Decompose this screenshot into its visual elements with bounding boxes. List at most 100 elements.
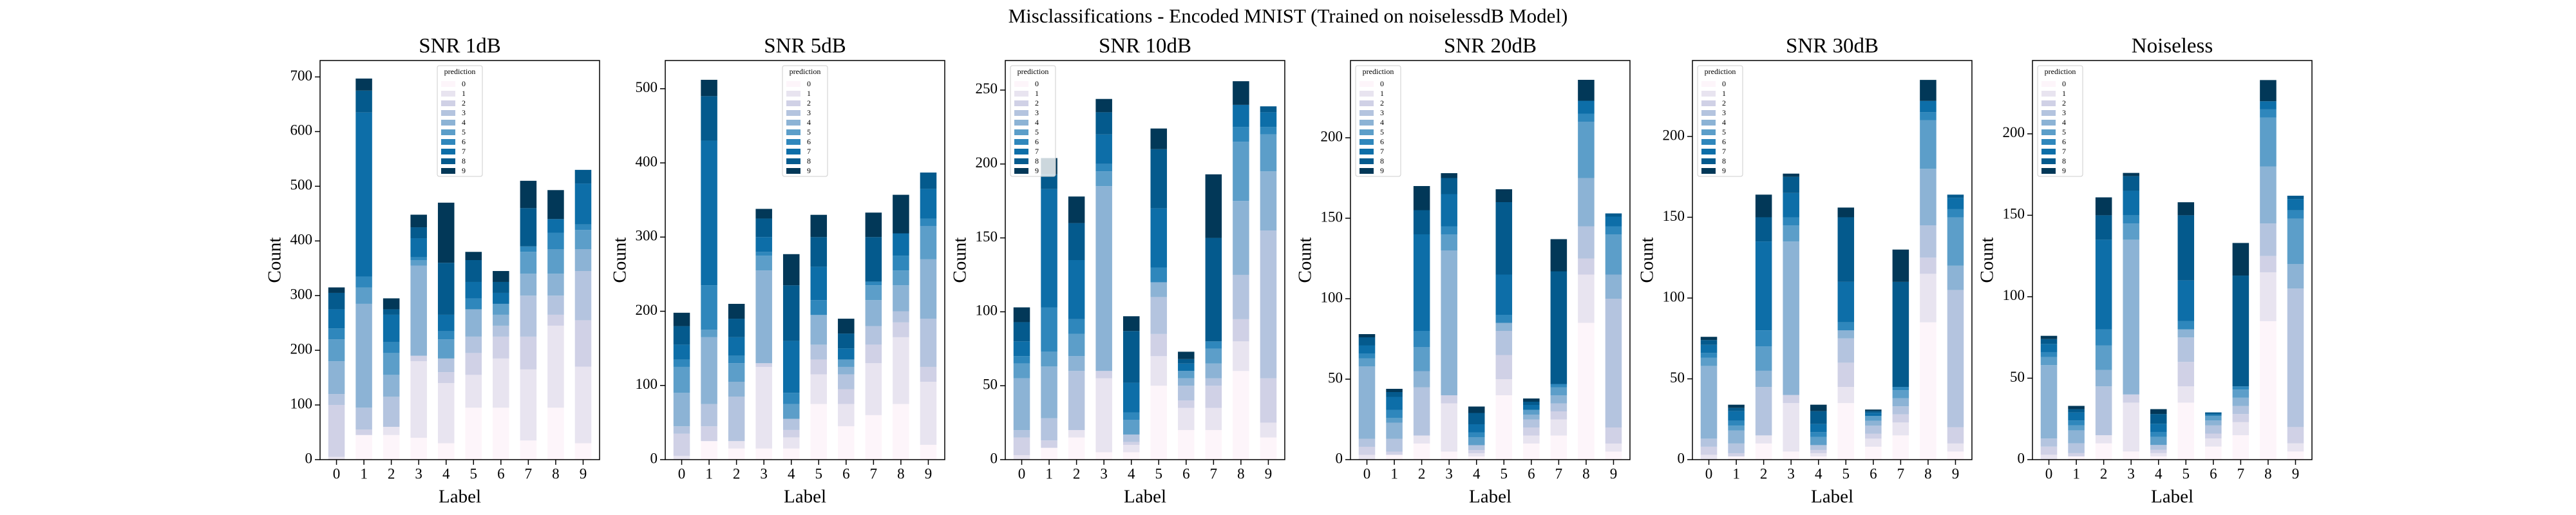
bar-segment: [1700, 344, 1718, 353]
bar-segment: [1413, 387, 1430, 436]
legend-swatch: [1359, 110, 1374, 116]
bar-segment: [2287, 427, 2304, 444]
bar-segment: [1413, 435, 1430, 444]
legend-swatch: [1701, 91, 1716, 97]
bar-segment: [1260, 171, 1277, 231]
x-tick-label: 3: [760, 465, 768, 482]
bar-segment: [1441, 451, 1457, 460]
bar-segment: [520, 180, 537, 209]
bar-segment: [2205, 425, 2222, 434]
y-tick-label: 150: [2003, 206, 2025, 222]
bar-segment: [328, 339, 345, 362]
bar-segment: [1013, 363, 1030, 379]
bar-segment: [1605, 234, 1622, 275]
legend-swatch: [1014, 158, 1028, 164]
bar-segment: [1920, 100, 1937, 113]
bar-segment: [1865, 446, 1882, 460]
legend-label: 5: [1380, 127, 1384, 136]
bar-segment: [2205, 420, 2222, 426]
legend-label: 9: [1035, 166, 1039, 175]
bar-segment: [1178, 371, 1195, 379]
bar-segment: [1233, 142, 1249, 201]
bar-segment: [383, 298, 400, 310]
bar-segment: [1260, 230, 1277, 379]
bar-segment: [2123, 173, 2139, 176]
bar-segment: [2232, 414, 2249, 422]
bar-segment: [465, 353, 482, 375]
bar-segment: [1892, 249, 1909, 282]
x-tick-label: 6: [1528, 465, 1535, 482]
y-tick-label: 700: [290, 68, 313, 84]
subplot-title: SNR 20dB: [1444, 35, 1537, 58]
bar-segment: [1068, 223, 1085, 260]
bar-segment: [1205, 378, 1222, 386]
bar-segment: [1495, 274, 1513, 315]
bar-segment: [1495, 323, 1513, 331]
x-tick-label: 0: [2045, 465, 2053, 482]
bar-segment: [1523, 427, 1540, 436]
bar-segment: [701, 337, 717, 404]
bar-segment: [1783, 451, 1799, 460]
bar-segment: [1837, 207, 1855, 218]
bar-segment: [1892, 398, 1909, 407]
legend-label: 6: [1380, 137, 1384, 146]
bar-segment: [1605, 226, 1622, 234]
bar-segment: [1122, 382, 1140, 413]
x-tick-label: 0: [1018, 465, 1026, 482]
y-tick-label: 300: [290, 286, 313, 302]
legend-label: 2: [807, 98, 811, 108]
bar-segment: [1892, 390, 1909, 398]
legend-swatch: [2041, 110, 2056, 116]
x-tick-label: 5: [1501, 465, 1508, 482]
bar-segment: [1550, 411, 1567, 420]
bar-segment: [2068, 406, 2085, 409]
bar-segment: [1578, 80, 1595, 101]
bar-segment: [810, 374, 828, 404]
bar-segment: [782, 429, 800, 438]
bar-segment: [782, 254, 800, 286]
bar-segment: [2068, 453, 2085, 456]
legend-swatch: [1014, 110, 1028, 116]
bar-segment: [410, 227, 427, 239]
bar-segment: [755, 270, 772, 364]
x-axis-label: Label: [1811, 487, 1853, 507]
bar-segment: [1920, 169, 1937, 226]
bar-segment: [1578, 226, 1595, 259]
bar-segment: [2040, 344, 2058, 352]
legend-swatch: [1701, 158, 1716, 164]
bar-segment: [1386, 438, 1403, 452]
bar-segment: [328, 405, 345, 457]
bar-segment: [1233, 371, 1249, 460]
x-axis-label: Label: [1124, 487, 1166, 507]
bar-segment: [1920, 80, 1937, 101]
bar-segment: [1578, 122, 1595, 178]
bar-segment: [1178, 400, 1195, 408]
bar-segment: [1578, 323, 1595, 460]
bar-segment: [1578, 100, 1595, 114]
bar-segment: [2205, 433, 2222, 439]
x-tick-label: 6: [1870, 465, 1877, 482]
bar-segment: [1605, 216, 1622, 227]
bar-segment: [1755, 330, 1772, 347]
bar-segment: [547, 407, 564, 460]
legend-label: 1: [2062, 89, 2066, 98]
bar-segment: [410, 238, 427, 258]
y-tick-label: 0: [1678, 450, 1685, 466]
legend-swatch: [1014, 149, 1028, 154]
bar-segment: [920, 444, 937, 460]
bar-segment: [437, 314, 455, 332]
bar-segment: [1386, 392, 1403, 397]
bar-segment: [2205, 412, 2222, 415]
bar-segment: [1837, 217, 1855, 282]
bar-segment: [810, 237, 828, 267]
bar-segment: [1728, 426, 1745, 431]
bar-segment: [1700, 438, 1718, 447]
bar-segment: [2150, 409, 2167, 415]
bar-segment: [520, 295, 537, 337]
legend-label: 7: [462, 147, 466, 156]
legend-swatch: [1359, 91, 1374, 97]
x-tick-label: 6: [497, 465, 505, 482]
bar-segment: [2260, 117, 2277, 167]
bar-segment: [547, 314, 564, 326]
bar-segment: [2095, 443, 2112, 460]
